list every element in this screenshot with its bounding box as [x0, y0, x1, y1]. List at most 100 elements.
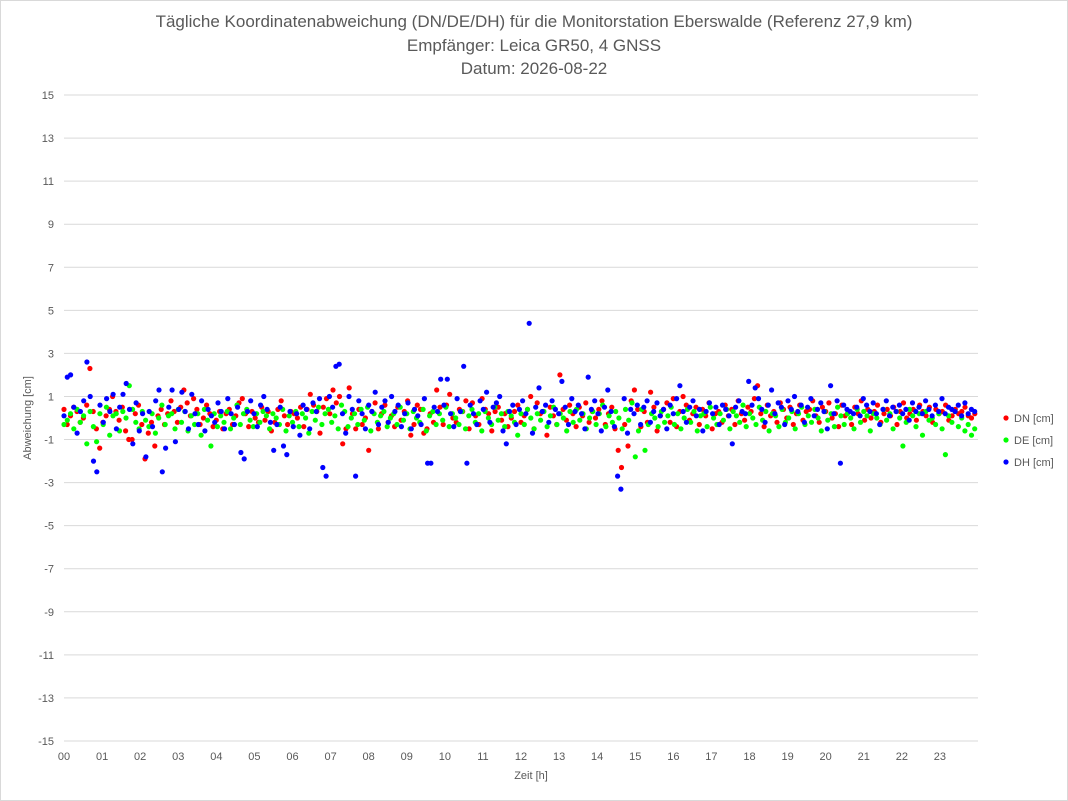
data-point [761, 424, 767, 430]
data-point [434, 408, 441, 415]
data-point [294, 411, 300, 417]
data-point [434, 387, 440, 393]
data-point [123, 380, 129, 387]
data-point [464, 460, 470, 466]
data-point [136, 428, 142, 434]
data-point [159, 469, 165, 475]
data-point [405, 400, 411, 406]
y-tick-label: -15 [38, 736, 54, 748]
data-point [309, 408, 315, 415]
data-point [312, 417, 318, 423]
data-point [338, 402, 345, 408]
data-point [130, 441, 136, 447]
data-point [824, 426, 830, 432]
data-point [704, 424, 710, 430]
data-point [528, 393, 534, 400]
data-point [766, 428, 772, 434]
data-point [703, 408, 709, 415]
data-point [250, 424, 256, 430]
x-tick-label: 09 [401, 751, 413, 763]
data-point [348, 415, 354, 421]
data-point [897, 415, 903, 421]
data-point [477, 398, 483, 404]
data-point [185, 426, 192, 432]
data-point [162, 421, 168, 428]
data-point [446, 424, 452, 430]
data-point [202, 428, 208, 434]
data-point [71, 404, 77, 410]
data-point [662, 419, 668, 425]
data-point [716, 421, 722, 428]
data-point [375, 421, 382, 428]
data-point [470, 411, 477, 417]
data-point [448, 411, 454, 417]
data-point [690, 398, 696, 404]
data-point [916, 404, 922, 410]
data-point [567, 408, 573, 415]
data-point [837, 460, 844, 466]
data-point [168, 398, 174, 404]
data-point [366, 402, 372, 408]
data-point [870, 400, 876, 406]
data-point [158, 406, 164, 412]
data-point [700, 428, 706, 434]
data-point [77, 419, 83, 425]
data-point [965, 421, 971, 428]
data-point [819, 404, 826, 410]
data-point [821, 408, 827, 415]
data-point [758, 411, 764, 417]
data-point [526, 320, 532, 326]
data-point [647, 419, 654, 425]
data-point [320, 404, 326, 410]
data-point [263, 413, 269, 419]
data-point [677, 383, 683, 389]
data-point [359, 421, 365, 428]
data-point [867, 408, 873, 415]
data-point [513, 421, 519, 428]
data-point [549, 398, 555, 404]
data-point [322, 411, 328, 417]
data-point [860, 396, 866, 402]
data-point [592, 415, 599, 421]
data-point [94, 469, 100, 475]
data-point [418, 421, 424, 428]
data-point [585, 374, 591, 380]
data-point [485, 415, 491, 421]
data-point [618, 464, 625, 471]
data-point [84, 359, 90, 365]
data-point [506, 408, 513, 415]
y-tick-label: 15 [42, 90, 54, 102]
data-point [176, 406, 182, 412]
x-tick-label: 21 [858, 751, 870, 763]
data-point [326, 393, 332, 400]
data-series [61, 320, 978, 492]
data-point [923, 413, 929, 419]
data-point [451, 424, 457, 430]
data-point [801, 419, 808, 425]
data-point [613, 408, 619, 415]
data-point [61, 413, 67, 419]
data-point [359, 411, 365, 417]
x-tick-label: 23 [934, 751, 946, 763]
data-point [149, 424, 156, 430]
data-point [552, 406, 559, 412]
data-point [361, 417, 367, 423]
data-point [619, 426, 625, 432]
data-point [372, 400, 378, 406]
data-point [603, 424, 609, 430]
data-point [641, 404, 647, 410]
data-point [466, 413, 472, 419]
data-point [968, 432, 975, 438]
data-point [123, 428, 129, 434]
data-point [622, 406, 629, 412]
data-point [769, 387, 775, 393]
data-point [890, 426, 896, 432]
data-point [159, 402, 165, 408]
data-point [346, 385, 352, 391]
data-point [534, 411, 540, 417]
data-point [87, 365, 93, 372]
data-point [238, 449, 244, 456]
data-point [87, 408, 93, 415]
x-tick-label: 07 [324, 751, 336, 763]
data-point [854, 404, 860, 410]
